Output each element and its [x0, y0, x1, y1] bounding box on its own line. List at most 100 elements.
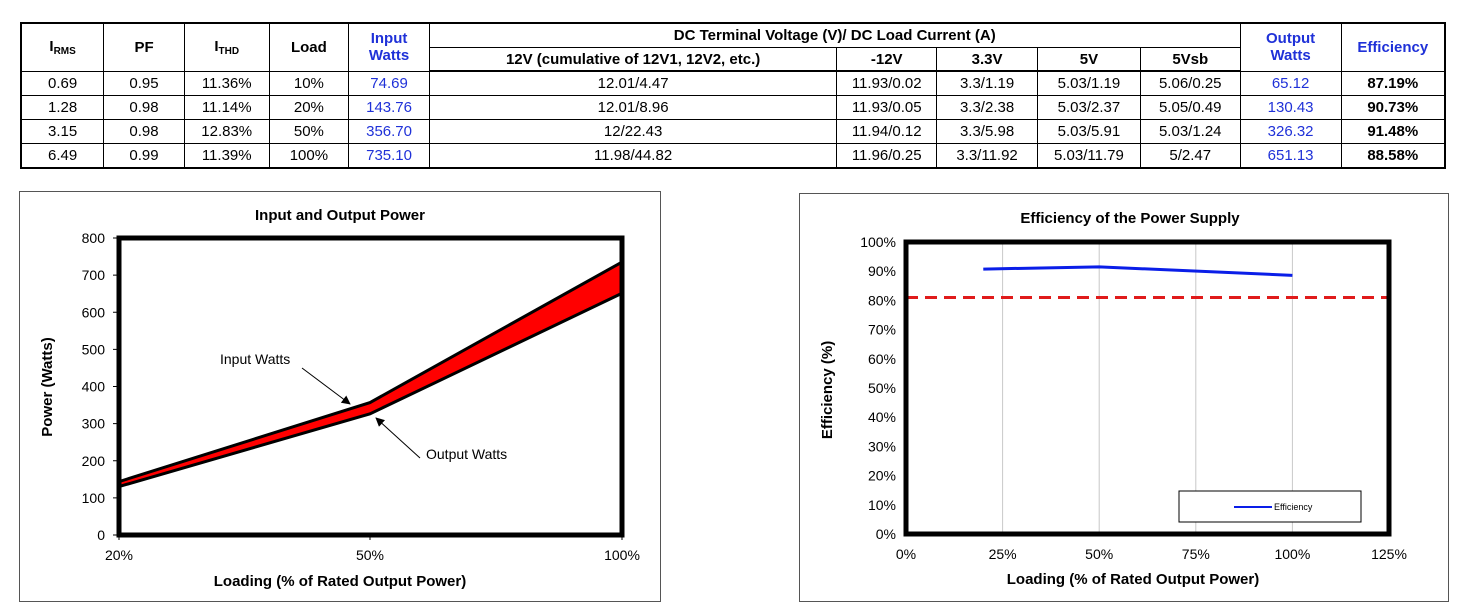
- annotation-input-watts: Input Watts: [220, 351, 290, 367]
- plot-area: [116, 235, 625, 538]
- cell-neg12v: 11.96/0.25: [836, 143, 938, 169]
- results-table: IRMS PF ITHD Load Input Watts DC Terminal…: [20, 22, 1446, 169]
- header-3v3: 3.3V: [936, 47, 1038, 72]
- cell-load: 100%: [268, 143, 350, 169]
- table-row: 1.28 0.98 11.14% 20% 143.76 12.01/8.96 11.93/0…: [20, 95, 1446, 120]
- cell-efficiency: 87.19%: [1340, 70, 1446, 96]
- cell-pf: 0.98: [103, 95, 185, 120]
- y-tick-label: 100: [82, 490, 106, 506]
- cell-efficiency: 91.48%: [1340, 119, 1446, 144]
- y-tick-label: 30%: [868, 438, 896, 454]
- x-tick-label: 0%: [896, 546, 916, 562]
- table-row: 3.15 0.98 12.83% 50% 356.70 12/22.43 11.94/0.1…: [20, 119, 1446, 144]
- y-tick-label: 100%: [860, 234, 896, 250]
- y-tick-label: 200: [82, 453, 106, 469]
- cell-3v3: 3.3/5.98: [936, 119, 1038, 144]
- cell-5vsb: 5.05/0.49: [1139, 95, 1241, 120]
- x-tick-label: 20%: [105, 547, 133, 563]
- x-tick-label: 50%: [356, 547, 384, 563]
- cell-12v: 11.98/44.82: [428, 143, 838, 169]
- cell-load: 50%: [268, 119, 350, 144]
- y-tick-label: 20%: [868, 468, 896, 484]
- header-irms: IRMS: [20, 22, 105, 72]
- cell-input-watts: 143.76: [348, 95, 430, 120]
- x-tick-label: 125%: [1371, 546, 1407, 562]
- cell-efficiency: 90.73%: [1340, 95, 1446, 120]
- y-tick-label: 0: [97, 527, 105, 543]
- cell-input-watts: 735.10: [348, 143, 430, 169]
- header-12v: 12V (cumulative of 12V1, 12V2, etc.): [428, 47, 838, 72]
- cell-12v: 12/22.43: [428, 119, 838, 144]
- legend-box: [1178, 490, 1362, 523]
- header-input-watts: Input Watts: [348, 22, 430, 72]
- cell-neg12v: 11.93/0.05: [836, 95, 938, 120]
- power-chart-frame: Input and Output Power 0 100 200 300 400 500 60…: [19, 191, 661, 602]
- x-tick-label: 100%: [1274, 546, 1310, 562]
- y-tick-label: 80%: [868, 292, 896, 308]
- cell-12v: 12.01/8.96: [428, 95, 838, 120]
- table-row: 6.49 0.99 11.39% 100% 735.10 11.98/44.82 11.96…: [20, 143, 1446, 169]
- y-tick-label: 300: [82, 416, 106, 432]
- cell-output-watts: 65.12: [1239, 70, 1342, 96]
- series-line-input-watts: [118, 260, 623, 484]
- cell-output-watts: 651.13: [1239, 143, 1342, 169]
- band-area: [119, 262, 622, 487]
- header-neg12v: -12V: [836, 47, 938, 72]
- cell-neg12v: 11.93/0.02: [836, 70, 938, 96]
- x-axis-label: Loading (% of Rated Output Power): [1007, 571, 1259, 588]
- cell-irms: 6.49: [20, 143, 105, 169]
- cell-neg12v: 11.94/0.12: [836, 119, 938, 144]
- cell-3v3: 3.3/1.19: [936, 70, 1038, 96]
- cell-3v3: 3.3/2.38: [936, 95, 1038, 120]
- cell-12v: 12.01/4.47: [428, 70, 838, 96]
- cell-5vsb: 5/2.47: [1139, 143, 1241, 169]
- y-tick-label: 0%: [876, 526, 896, 542]
- y-tick-label: 600: [82, 304, 106, 320]
- plot-area: [903, 239, 1392, 537]
- y-tick-label: 400: [82, 379, 106, 395]
- y-axis-label: Efficiency (%): [819, 341, 836, 439]
- cell-5vsb: 5.06/0.25: [1139, 70, 1241, 96]
- cell-pf: 0.99: [103, 143, 185, 169]
- cell-output-watts: 130.43: [1239, 95, 1342, 120]
- y-tick-label: 10%: [868, 497, 896, 513]
- header-dc-group: DC Terminal Voltage (V)/ DC Load Current…: [428, 22, 1241, 48]
- power-chart: Input and Output Power 0 100 200 300 400 500 60…: [39, 207, 640, 590]
- x-tick-label: 75%: [1182, 546, 1210, 562]
- header-ithd: ITHD: [183, 22, 270, 72]
- header-output-watts: Output Watts: [1239, 22, 1342, 72]
- y-tick-label: 700: [82, 267, 106, 283]
- cell-input-watts: 356.70: [348, 119, 430, 144]
- annotation-output-watts: Output Watts: [426, 446, 507, 462]
- y-tick-label: 50%: [868, 380, 896, 396]
- cell-load: 10%: [268, 70, 350, 96]
- cell-3v3: 3.3/11.92: [936, 143, 1038, 169]
- y-tick-label: 40%: [868, 409, 896, 425]
- x-tick-label: 100%: [604, 547, 640, 563]
- chart-title: Input and Output Power: [255, 207, 425, 224]
- cell-ithd: 11.36%: [183, 70, 270, 96]
- cell-ithd: 11.14%: [183, 95, 270, 120]
- y-tick-label: 800: [82, 230, 106, 246]
- annotation-arrow-input: [301, 367, 351, 405]
- y-tick-label: 60%: [868, 351, 896, 367]
- cell-output-watts: 326.32: [1239, 119, 1342, 144]
- y-tick-label: 500: [82, 341, 106, 357]
- cell-5vsb: 5.03/1.24: [1139, 119, 1241, 144]
- cell-irms: 0.69: [20, 70, 105, 96]
- cell-efficiency: 88.58%: [1340, 143, 1446, 169]
- header-efficiency: Efficiency: [1340, 22, 1446, 72]
- y-tick-label: 70%: [868, 322, 896, 338]
- cell-irms: 1.28: [20, 95, 105, 120]
- cell-load: 20%: [268, 95, 350, 120]
- legend-label: Efficiency: [1274, 502, 1313, 512]
- series-line-efficiency: [983, 265, 1293, 277]
- cell-ithd: 11.39%: [183, 143, 270, 169]
- efficiency-chart: Efficiency of the Power Supply 0% 10% 20% 30…: [819, 210, 1407, 588]
- chart-title: Efficiency of the Power Supply: [1020, 210, 1240, 227]
- header-5vsb: 5Vsb: [1139, 47, 1241, 72]
- y-tick-label: 90%: [868, 263, 896, 279]
- cell-5v: 5.03/5.91: [1036, 119, 1141, 144]
- header-pf: PF: [103, 22, 185, 72]
- y-axis-label: Power (Watts): [39, 337, 56, 436]
